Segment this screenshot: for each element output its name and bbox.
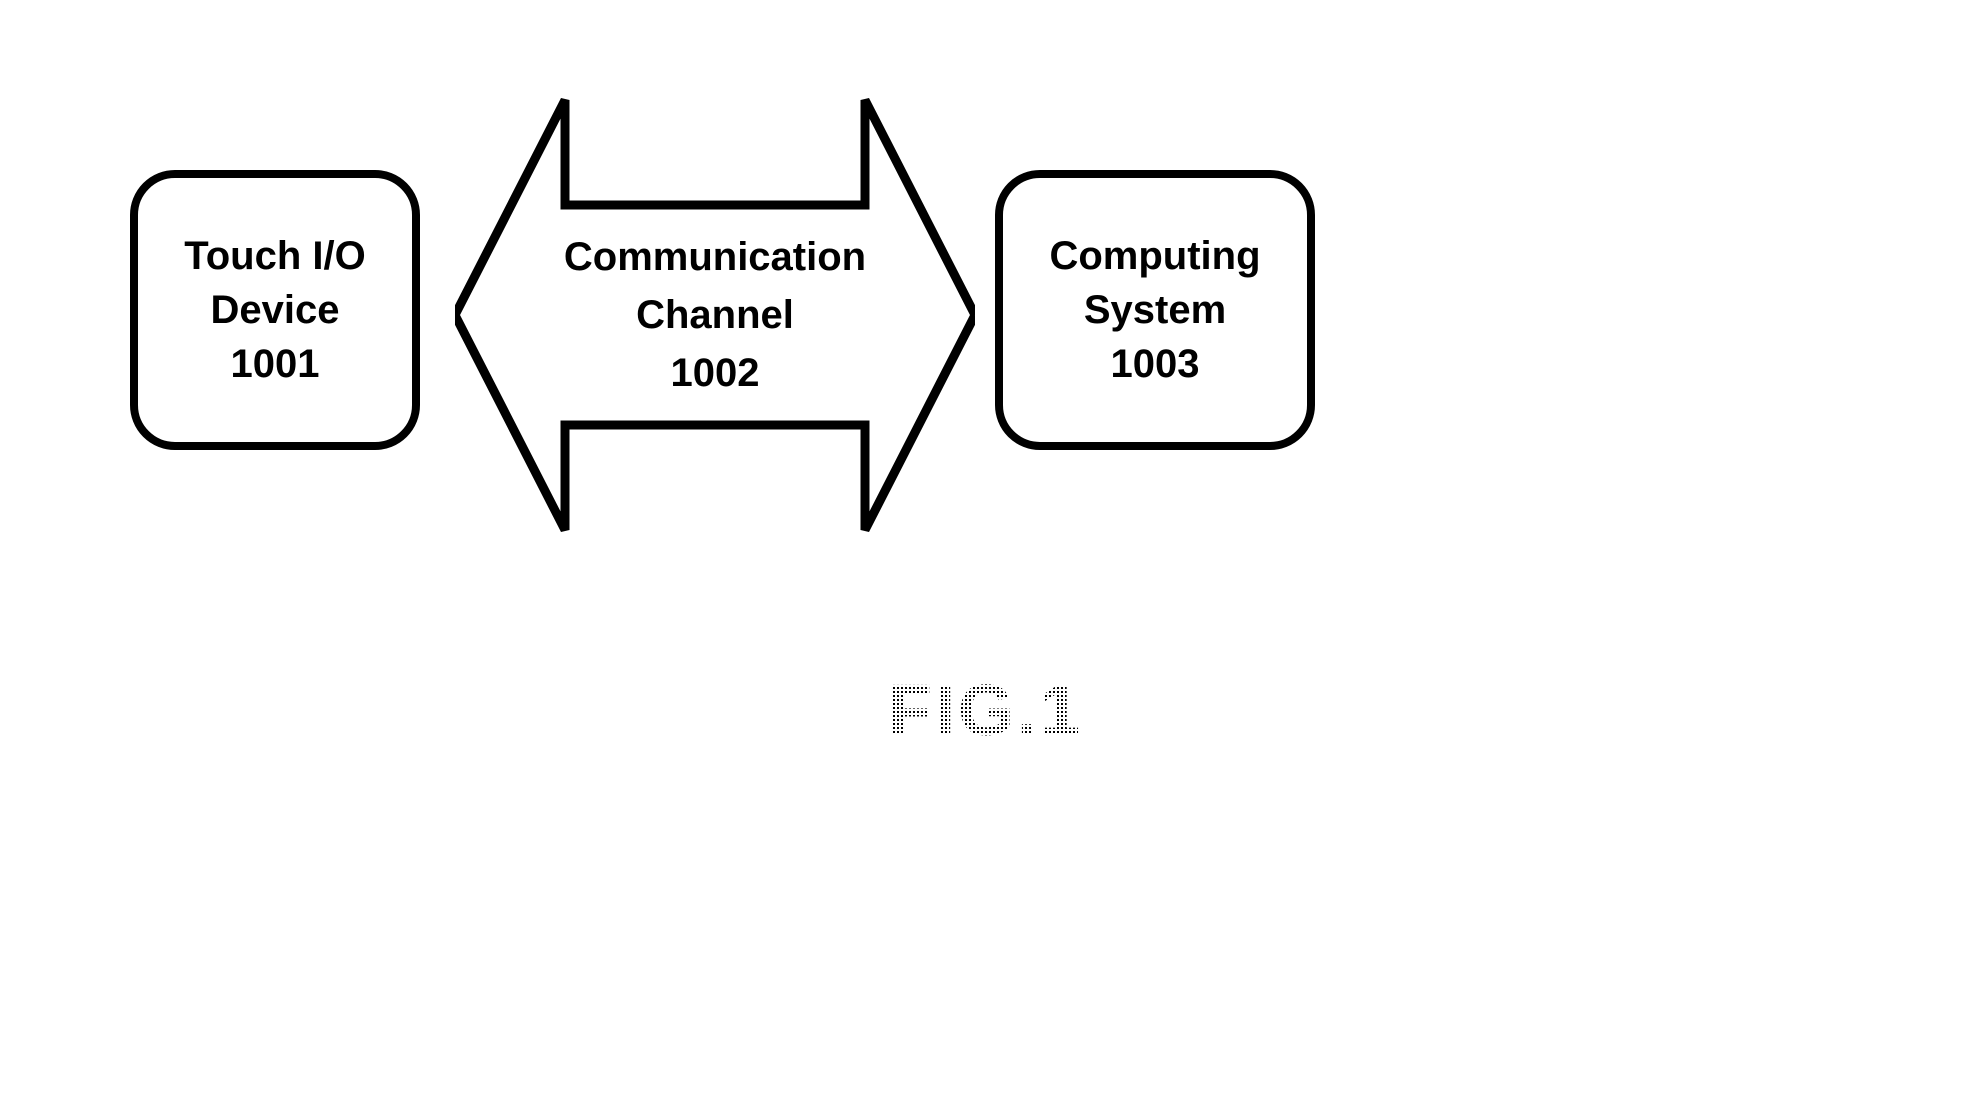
arrow-text-container: Communication Channel 1002 bbox=[455, 90, 975, 540]
node-ref-number: 1003 bbox=[1111, 337, 1200, 391]
node-ref-number: 1002 bbox=[671, 344, 760, 402]
node-touch-io-device: Touch I/O Device 1001 bbox=[130, 170, 420, 450]
node-label-line2: System bbox=[1084, 283, 1226, 337]
node-label-line1: Communication bbox=[564, 228, 866, 286]
node-communication-channel: Communication Channel 1002 bbox=[455, 90, 975, 540]
node-label-line1: Computing bbox=[1049, 229, 1260, 283]
figure-caption: FIG.1 bbox=[0, 670, 1971, 752]
node-computing-system: Computing System 1003 bbox=[995, 170, 1315, 450]
diagram-container: Touch I/O Device 1001 Communication Chan… bbox=[0, 90, 1971, 540]
node-ref-number: 1001 bbox=[231, 337, 320, 391]
node-label-line2: Channel bbox=[636, 286, 794, 344]
node-label-line1: Touch I/O bbox=[184, 229, 365, 283]
node-label-line2: Device bbox=[211, 283, 340, 337]
